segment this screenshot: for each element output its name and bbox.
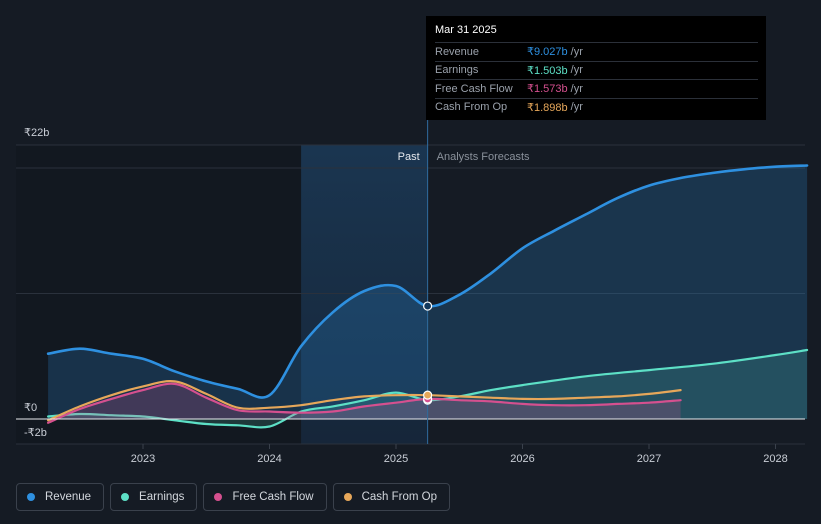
chart-legend: Revenue Earnings Free Cash Flow Cash Fro… [16, 483, 451, 511]
hover-tooltip: Mar 31 2025 Revenue ₹9.027b /yr Earnings… [426, 16, 766, 120]
past-label: Past [398, 151, 420, 163]
earnings-line [47, 348, 809, 429]
legend-label: Revenue [45, 491, 92, 503]
free-cash-flow-area [48, 383, 681, 423]
legend-dot-icon [27, 493, 35, 501]
legend-dot-icon [343, 493, 352, 501]
tooltip-row-free-cash-flow: Free Cash Flow ₹1.573b /yr [435, 79, 758, 98]
tooltip-unit: /yr [570, 82, 583, 95]
x-tick-label: 2023 [131, 453, 155, 465]
tooltip-unit: /yr [570, 45, 583, 58]
y-axis-bottom-label: -₹2b [24, 427, 47, 439]
legend-item-free-cash-flow[interactable]: Free Cash Flow [203, 483, 327, 511]
x-tick-label: 2027 [637, 453, 661, 465]
tooltip-label: Free Cash Flow [435, 82, 513, 95]
free-cash-flow-line [47, 382, 682, 424]
tooltip-row-earnings: Earnings ₹1.503b /yr [435, 60, 758, 80]
tooltip-label: Earnings [435, 64, 479, 77]
legend-dot-icon [121, 493, 130, 501]
tooltip-row-revenue: Revenue ₹9.027b /yr [435, 42, 758, 61]
earnings-area [48, 350, 808, 428]
legend-dot-icon [214, 493, 223, 501]
tooltip-label: Revenue [435, 45, 480, 58]
tooltip-value-earnings: ₹1.503b [527, 64, 568, 77]
tooltip-value-cash-from-op: ₹1.898b [527, 101, 568, 114]
tooltip-unit: /yr [570, 64, 583, 77]
legend-item-cash-from-op[interactable]: Cash From Op [332, 483, 451, 511]
tooltip-value-free-cash-flow: ₹1.573b [527, 83, 568, 96]
x-tick-label: 2028 [763, 453, 787, 465]
revenue-area [48, 165, 808, 419]
legend-label: Free Cash Flow [232, 491, 314, 503]
tooltip-unit: /yr [570, 101, 583, 114]
legend-item-revenue[interactable]: Revenue [16, 483, 105, 511]
revenue-marker [423, 301, 433, 311]
tooltip-value-revenue: ₹9.027b [527, 46, 568, 59]
tooltip-row-cash-from-op: Cash From Op ₹1.898b /yr [435, 97, 758, 117]
x-tick-label: 2026 [510, 453, 534, 465]
y-axis-top-label: ₹22b [24, 127, 49, 139]
y-axis-zero-label: ₹0 [24, 402, 37, 414]
forecast-label: Analysts Forecasts [437, 151, 530, 163]
tooltip-label: Cash From Op [435, 101, 508, 114]
tooltip-date: Mar 31 2025 [435, 24, 497, 36]
legend-label: Earnings [139, 491, 185, 503]
legend-label: Cash From Op [361, 491, 438, 503]
cash-from-op-line [47, 380, 682, 422]
x-tick-label: 2024 [257, 453, 281, 465]
legend-item-earnings[interactable]: Earnings [110, 483, 198, 511]
cash-from-op-marker [423, 390, 433, 400]
x-tick-label: 2025 [384, 453, 408, 465]
